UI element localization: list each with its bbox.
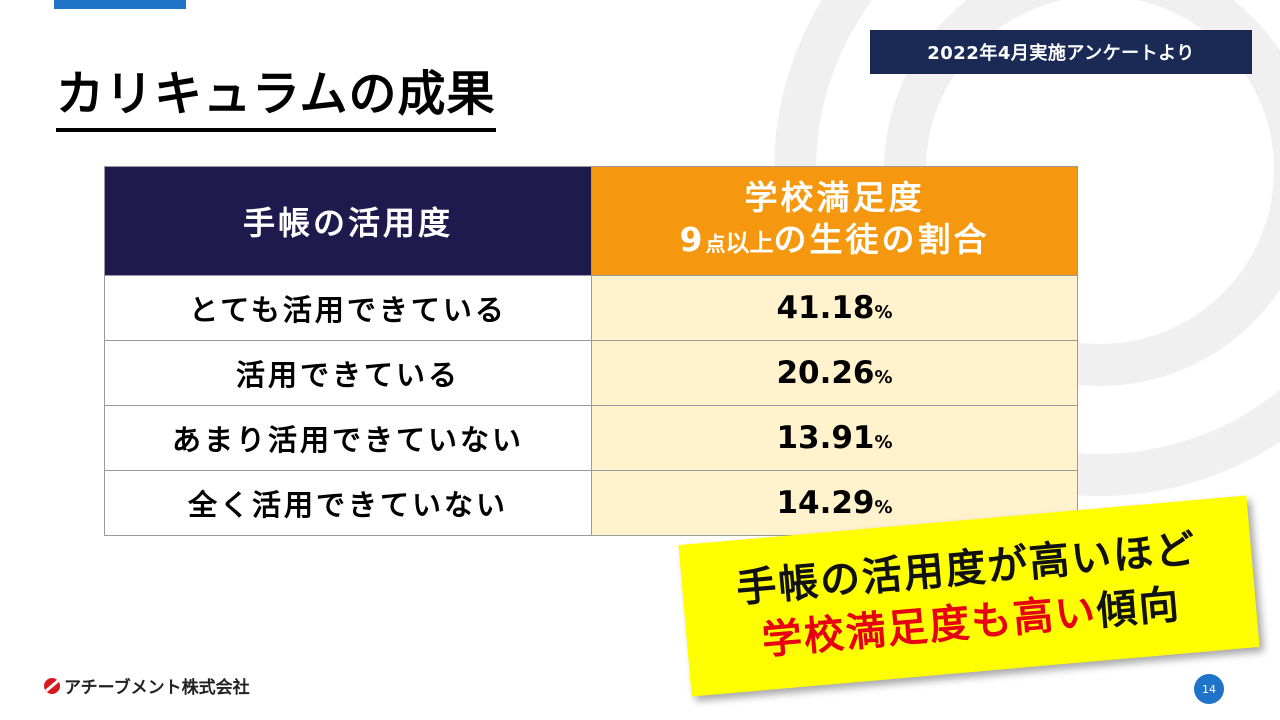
callout-suffix: 傾向: [1094, 581, 1183, 635]
results-table: 手帳の活用度 学校満足度 9点以上の生徒の割合 とても活用できている 41.18…: [104, 166, 1078, 536]
header-satisfaction: 学校満足度 9点以上の生徒の割合: [591, 166, 1078, 276]
value-number: 14.29: [776, 485, 875, 521]
table-row: 全く活用できていない 14.29%: [104, 470, 1078, 536]
row-value: 14.29%: [591, 470, 1078, 536]
table-row: とても活用できている 41.18%: [104, 275, 1078, 341]
value-number: 41.18: [776, 290, 875, 326]
percent-sign: %: [874, 432, 893, 453]
header-satisfaction-line1: 学校満足度: [744, 178, 925, 217]
row-value: 13.91%: [591, 405, 1078, 471]
table-header-row: 手帳の活用度 学校満足度 9点以上の生徒の割合: [104, 166, 1078, 276]
survey-source-badge: 2022年4月実施アンケートより: [870, 30, 1252, 74]
header-sat-num: 9: [679, 220, 706, 259]
top-accent-bar: [54, 0, 186, 9]
value-number: 13.91: [776, 420, 875, 456]
row-label: とても活用できている: [104, 275, 592, 341]
percent-sign: %: [874, 302, 893, 323]
row-value: 41.18%: [591, 275, 1078, 341]
percent-sign: %: [874, 497, 893, 518]
header-sat-small: 点: [705, 232, 726, 256]
header-satisfaction-line2: 9点以上の生徒の割合: [592, 219, 1077, 265]
table-row: あまり活用できていない 13.91%: [104, 405, 1078, 471]
row-value: 20.26%: [591, 340, 1078, 406]
page-number: 14: [1194, 674, 1224, 704]
header-usage: 手帳の活用度: [104, 166, 592, 276]
company-name: アチーブメント株式会社: [64, 678, 250, 698]
company-mark-icon: [44, 677, 60, 694]
table-row: 活用できている 20.26%: [104, 340, 1078, 406]
value-number: 20.26: [776, 355, 875, 391]
row-label: 全く活用できていない: [104, 470, 592, 536]
header-sat-rest: の生徒の割合: [773, 220, 990, 259]
row-label: あまり活用できていない: [104, 405, 592, 471]
header-sat-mid: 以上: [725, 229, 774, 257]
page-title: カリキュラムの成果: [56, 62, 496, 132]
percent-sign: %: [874, 367, 893, 388]
row-label: 活用できている: [104, 340, 592, 406]
company-logo: アチーブメント株式会社: [42, 673, 250, 698]
